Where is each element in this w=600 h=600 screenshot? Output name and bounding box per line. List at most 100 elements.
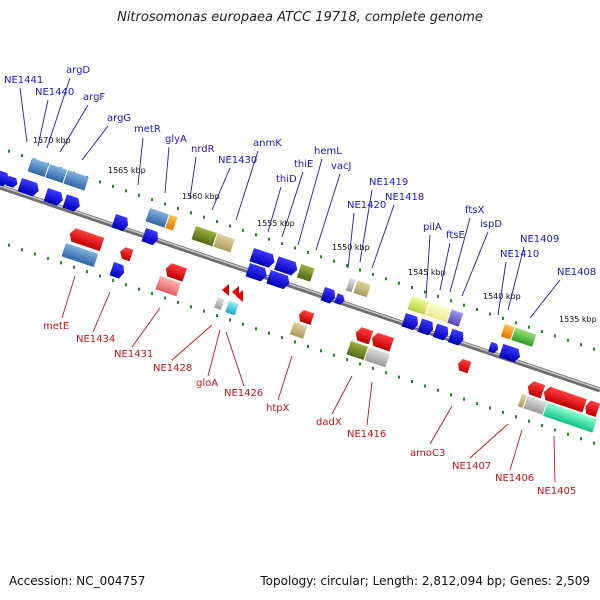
gene-label-vacj[interactable]: vacJ	[331, 161, 352, 172]
tick-mark	[372, 366, 374, 370]
gene-label-anmk[interactable]: anmK	[253, 138, 282, 149]
gene-label-ne1416[interactable]: NE1416	[347, 429, 386, 440]
gene-label-ne1420[interactable]: NE1420	[347, 200, 386, 211]
tick-mark	[281, 336, 283, 340]
gene-label-ne1418[interactable]: NE1418	[385, 192, 424, 203]
gene-label-ne1405[interactable]: NE1405	[537, 486, 576, 497]
gene-block-20	[109, 262, 125, 279]
tick-mark	[203, 309, 205, 313]
leader-line	[507, 246, 525, 311]
scale-label: 1570 kbp	[33, 136, 71, 145]
gene-label-ne1419[interactable]: NE1419	[369, 177, 408, 188]
gene-label-mete[interactable]: metE	[43, 321, 69, 332]
map-title: Nitrosomonas europaea ATCC 19718, comple…	[117, 10, 483, 25]
gene-label-ftse[interactable]: ftsE	[446, 230, 465, 241]
gene-block-10	[245, 263, 290, 290]
gene-label-ne1406[interactable]: NE1406	[495, 473, 534, 484]
tick-mark	[359, 362, 361, 366]
gene-label-ne1408[interactable]: NE1408	[557, 267, 596, 278]
gene-block-2	[17, 178, 39, 197]
gene-label-thid[interactable]: thiD	[276, 174, 297, 185]
tick-mark	[593, 347, 595, 351]
gene-box	[543, 402, 597, 433]
gene-label-ne1440[interactable]: NE1440	[35, 87, 74, 98]
tick-mark	[125, 283, 127, 287]
gene-block-9	[249, 248, 315, 282]
leader-line	[131, 307, 161, 348]
gene-arrow	[245, 263, 267, 282]
gene-label-argg[interactable]: argG	[107, 113, 131, 124]
gene-label-htpx[interactable]: htpX	[266, 403, 290, 414]
leader-line	[211, 167, 231, 211]
gene-block-25	[289, 322, 308, 339]
leader-line	[171, 324, 213, 361]
leader-line	[371, 204, 395, 269]
tick-mark	[216, 220, 218, 224]
tick-row-lower	[8, 243, 595, 445]
gene-label-nrdr[interactable]: nrdR	[191, 144, 215, 155]
tick-mark	[593, 441, 595, 445]
gene-label-thie[interactable]: thiE	[294, 159, 313, 170]
gene-arrow	[62, 194, 80, 212]
gene-arrow-reverse	[236, 290, 243, 302]
leader-line	[529, 279, 561, 319]
gene-label-ne1430[interactable]: NE1430	[218, 155, 257, 166]
tick-mark	[151, 198, 153, 202]
gene-box	[27, 158, 50, 178]
gene-label-ne1410[interactable]: NE1410	[500, 249, 539, 260]
gene-arrow	[249, 248, 275, 268]
gene-arrow	[141, 228, 158, 246]
gene-block-29	[527, 381, 600, 417]
tick-mark	[398, 375, 400, 379]
gene-box	[225, 300, 239, 316]
gene-label-argf[interactable]: argF	[83, 92, 105, 103]
tick-mark	[34, 252, 36, 256]
tick-mark	[567, 338, 569, 342]
gene-label-argd[interactable]: argD	[66, 65, 90, 76]
gene-box	[353, 280, 371, 298]
gene-label-gloa[interactable]: gloA	[196, 378, 218, 389]
gene-block-6	[145, 208, 178, 231]
leader-line	[297, 158, 323, 246]
gene-label-ne1441[interactable]: NE1441	[4, 75, 43, 86]
leader-line	[81, 125, 109, 161]
leader-line	[366, 381, 373, 426]
tick-mark	[502, 316, 504, 320]
gene-label-ne1407[interactable]: NE1407	[452, 461, 491, 472]
gene-label-ne1428[interactable]: NE1428	[153, 363, 192, 374]
tick-mark	[8, 243, 10, 247]
gene-arrow	[498, 343, 521, 363]
gene-arrow	[432, 323, 449, 341]
gene-label-ispd[interactable]: ispD	[480, 219, 502, 230]
gene-label-ne1431[interactable]: NE1431	[114, 349, 153, 360]
tick-mark	[294, 340, 296, 344]
gene-label-heml[interactable]: hemL	[314, 146, 342, 157]
tick-mark	[489, 312, 491, 316]
gene-label-pila[interactable]: pilA	[423, 222, 442, 233]
gene-box	[517, 394, 527, 408]
gene-label-dadx[interactable]: dadX	[316, 417, 342, 428]
tick-mark	[411, 286, 413, 290]
gene-arrow-reverse	[165, 263, 187, 282]
gene-arrow	[417, 318, 434, 336]
gene-label-ftsx[interactable]: ftsX	[465, 205, 484, 216]
gene-label-ne1434[interactable]: NE1434	[76, 334, 115, 345]
gene-label-ne1409[interactable]: NE1409	[520, 234, 559, 245]
tick-mark	[8, 149, 10, 153]
scale-label: 1560 kbp	[182, 192, 220, 201]
leader-line	[439, 242, 451, 291]
tick-mark	[554, 428, 556, 432]
leader-lines	[19, 77, 561, 483]
leader-line	[509, 429, 523, 471]
gene-label-ne1426[interactable]: NE1426	[224, 388, 263, 399]
gene-block-7	[141, 228, 158, 246]
scale-label: 1555 kbp	[257, 219, 295, 228]
tick-mark	[47, 256, 49, 260]
gene-arrow	[274, 256, 298, 276]
gene-label-metr[interactable]: metR	[134, 124, 161, 135]
gene-arrow-reverse	[585, 400, 600, 417]
gene-arrow	[266, 270, 290, 290]
gene-label-amoc3[interactable]: amoC3	[410, 448, 445, 459]
gene-label-glya[interactable]: glyA	[165, 134, 187, 145]
tick-mark	[385, 371, 387, 375]
